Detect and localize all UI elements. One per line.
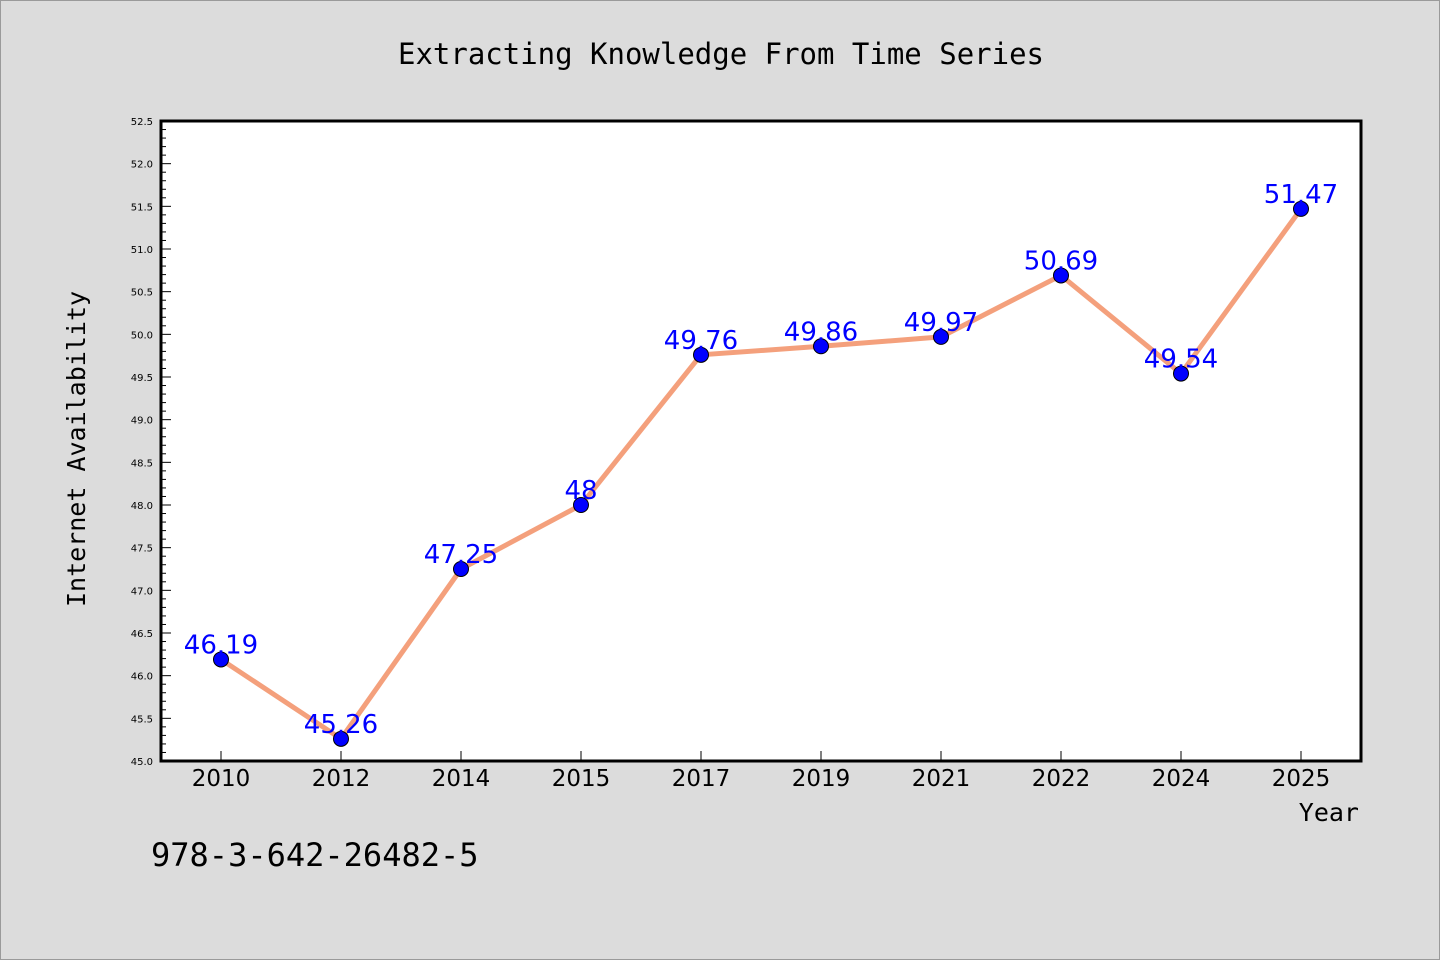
y-tick-label: 47.0 xyxy=(131,586,153,597)
y-tick-label: 45.5 xyxy=(131,714,153,725)
data-point xyxy=(1173,365,1189,382)
data-value-label: 49.76 xyxy=(664,326,738,356)
data-value-label: 47.25 xyxy=(424,540,498,570)
x-tick-label: 2025 xyxy=(1272,766,1331,792)
data-value-label: 48 xyxy=(564,476,597,506)
data-point xyxy=(333,730,349,747)
y-tick-label: 52.0 xyxy=(131,160,153,171)
isbn-footnote: 978-3-642-26482-5 xyxy=(151,836,479,874)
data-value-label: 49.97 xyxy=(904,308,978,338)
x-tick-label: 2014 xyxy=(432,766,491,792)
x-axis: 2010 2012 2014 2015 2017 2019 2021 2022 2024 2025 xyxy=(192,751,1331,792)
x-tick-label: 2017 xyxy=(672,766,731,792)
y-tick-label: 45.0 xyxy=(131,757,153,768)
data-point xyxy=(1293,200,1309,217)
data-value-label: 49.54 xyxy=(1144,345,1218,375)
y-tick-label: 50.5 xyxy=(131,288,153,299)
y-tick-label: 51.5 xyxy=(131,202,153,213)
x-tick-label: 2022 xyxy=(1032,766,1091,792)
series-line xyxy=(218,206,1304,742)
x-tick-label: 2021 xyxy=(912,766,971,792)
x-tick-label: 2019 xyxy=(792,766,851,792)
data-labels: 46.19 45.26 47.25 48 49.76 49.86 49.97 50.69 49.… xyxy=(184,180,1338,740)
x-tick-label: 2024 xyxy=(1152,766,1211,792)
x-tick-label: 2015 xyxy=(552,766,611,792)
data-value-label: 49.86 xyxy=(784,317,858,347)
chart-title: Extracting Knowledge From Time Series xyxy=(398,37,1044,71)
data-markers xyxy=(213,200,1309,747)
plot-area xyxy=(159,119,1363,763)
y-axis-title: Internet Availability xyxy=(62,291,91,607)
data-point xyxy=(573,497,589,513)
y-tick-label: 49.0 xyxy=(131,416,153,427)
y-tick-label: 51.0 xyxy=(131,245,153,256)
y-tick-label: 47.5 xyxy=(131,544,153,555)
y-tick-label: 46.0 xyxy=(131,672,153,683)
y-tick-label: 52.5 xyxy=(131,117,153,128)
y-tick-label: 48.5 xyxy=(131,458,153,469)
data-point xyxy=(1053,267,1069,284)
y-tick-label: 48.0 xyxy=(131,501,153,512)
y-tick-label: 49.5 xyxy=(131,373,153,384)
data-point xyxy=(933,328,949,345)
data-value-label: 46.19 xyxy=(184,630,258,660)
data-point xyxy=(813,338,829,355)
data-value-label: 45.26 xyxy=(304,710,378,740)
y-axis: 45.0 45.5 46.0 46.5 47.0 47.5 48.0 48.5 49.0 49.5… xyxy=(131,117,171,768)
x-tick-label: 2010 xyxy=(192,766,251,792)
y-tick-label: 50.0 xyxy=(131,330,153,341)
x-tick-label: 2012 xyxy=(312,766,371,792)
x-axis-title: Year xyxy=(1299,798,1359,827)
y-tick-label: 46.5 xyxy=(131,629,153,640)
data-point xyxy=(693,346,709,363)
data-point xyxy=(213,651,229,668)
data-value-label: 51.47 xyxy=(1264,180,1338,210)
data-value-label: 50.69 xyxy=(1024,246,1098,276)
data-point xyxy=(453,561,469,577)
